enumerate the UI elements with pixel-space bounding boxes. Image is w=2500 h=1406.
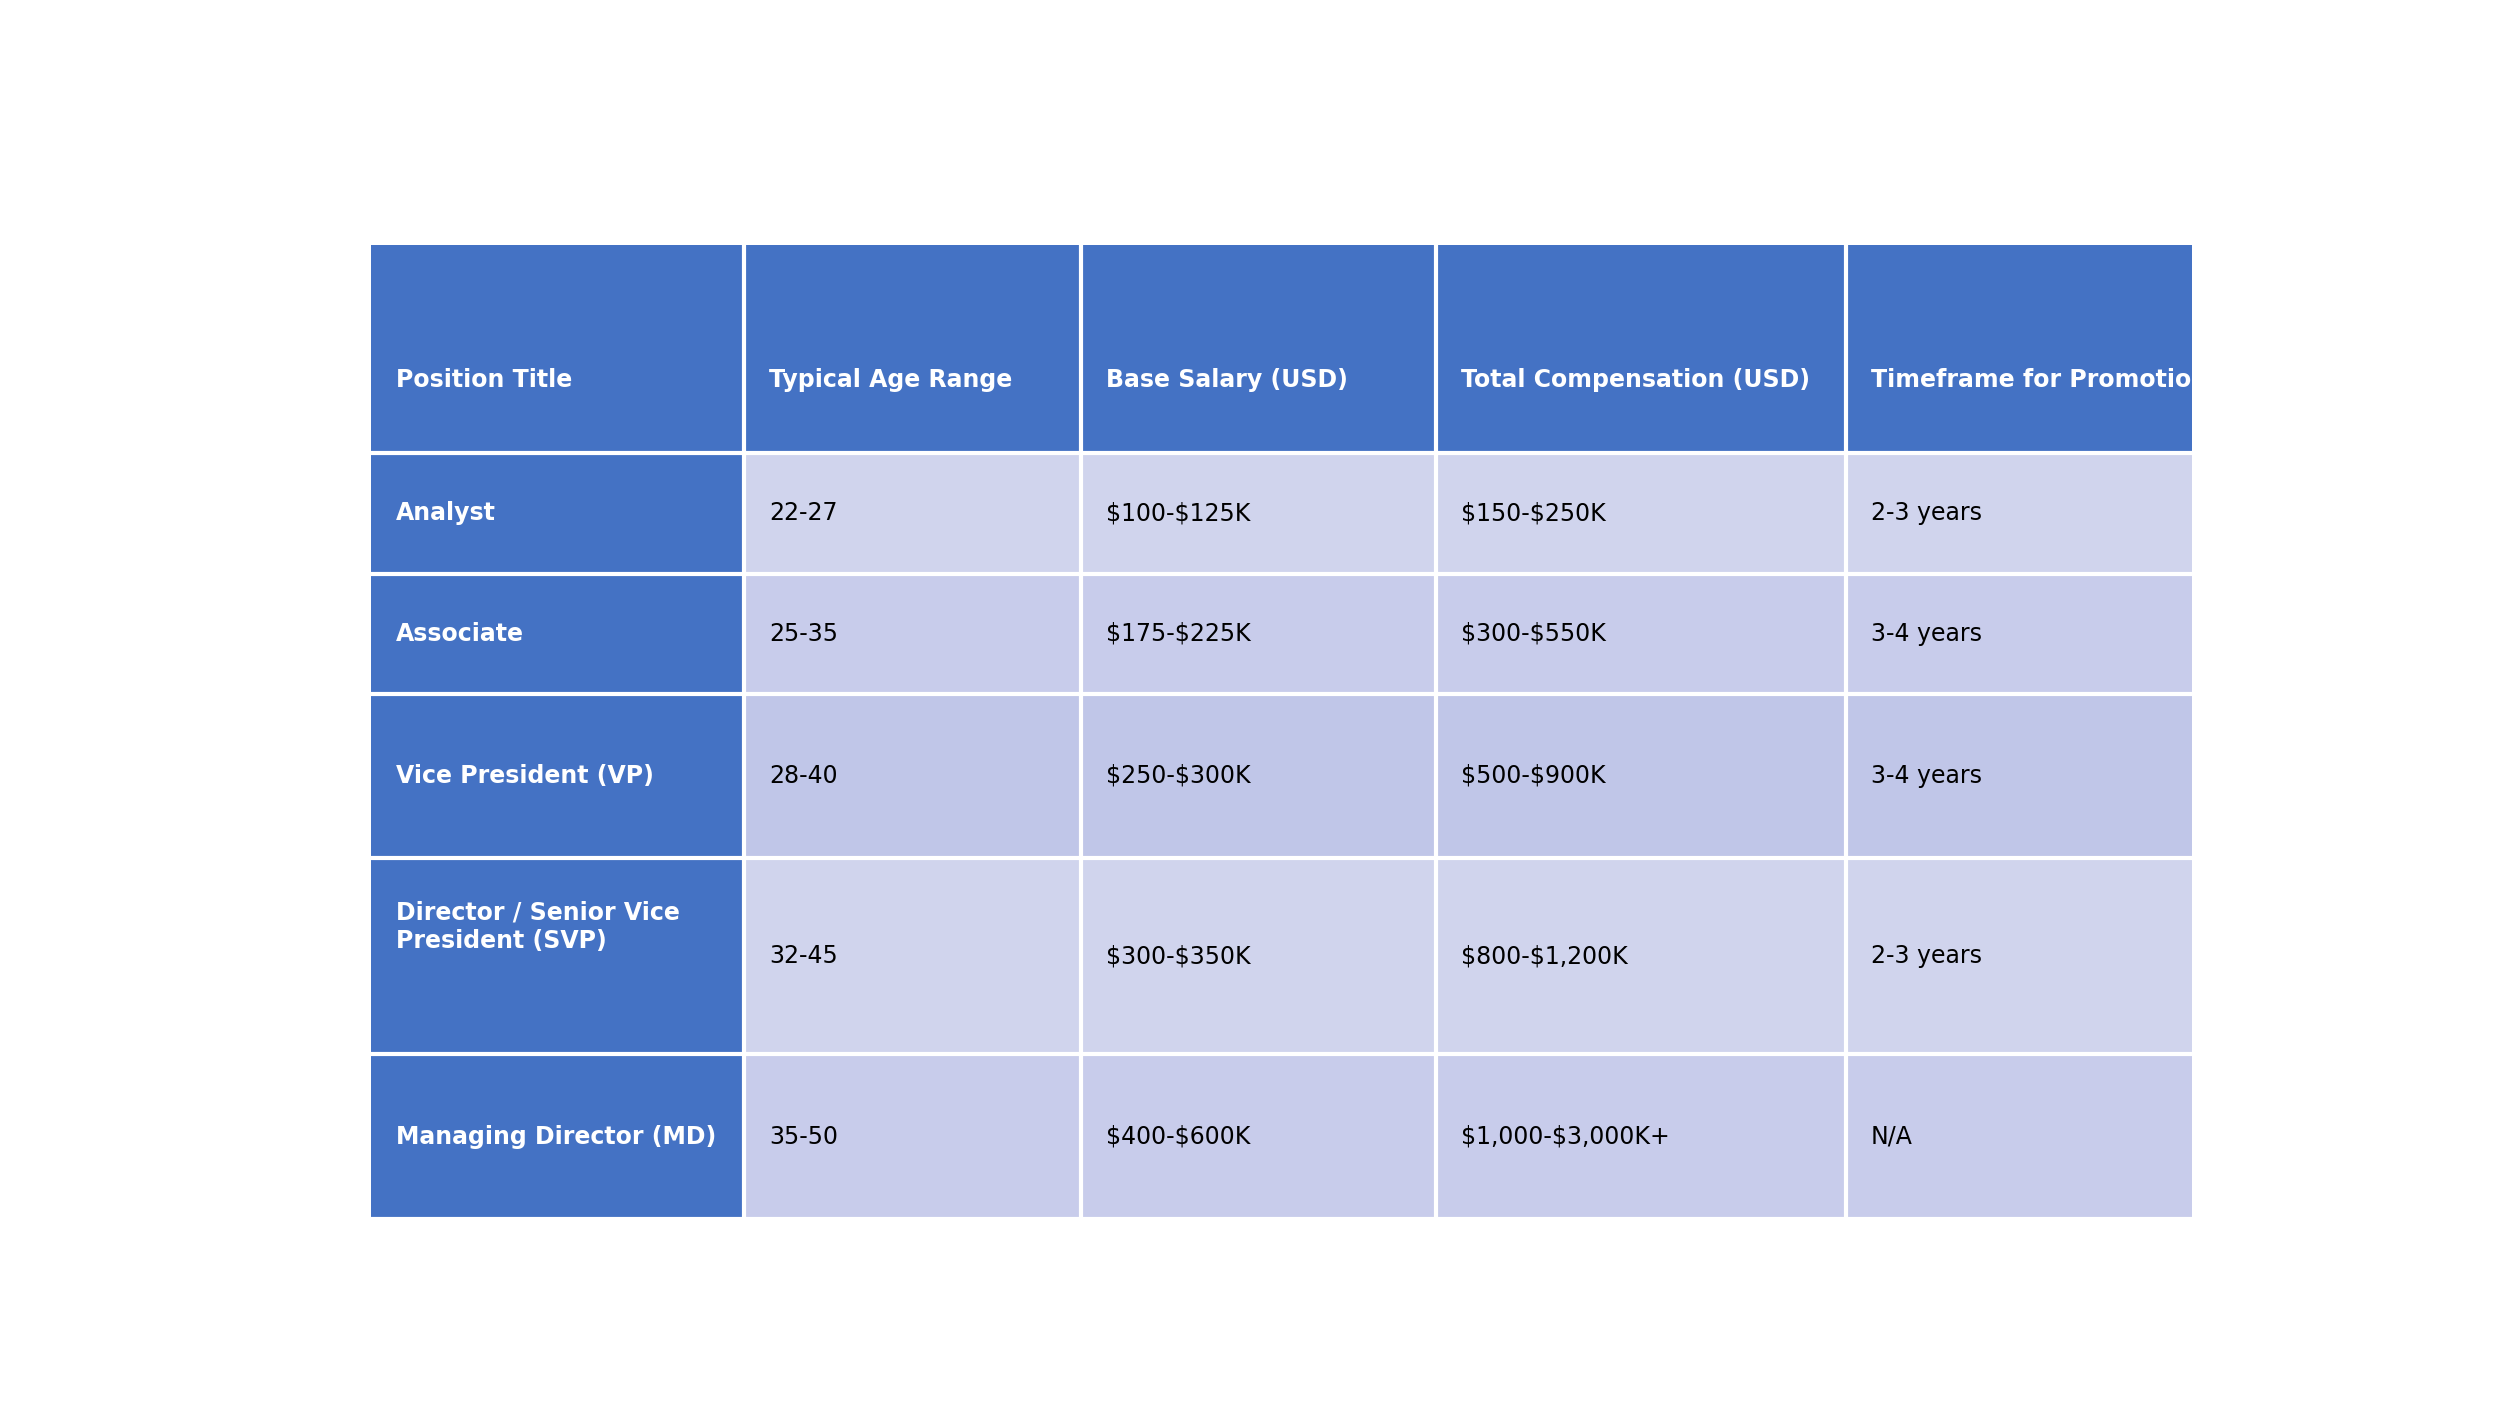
FancyBboxPatch shape (1845, 245, 2192, 453)
FancyBboxPatch shape (370, 1054, 745, 1219)
Text: Timeframe for Promotion: Timeframe for Promotion (1870, 368, 2208, 392)
FancyBboxPatch shape (745, 693, 1080, 858)
FancyBboxPatch shape (1845, 858, 2192, 1054)
FancyBboxPatch shape (370, 245, 745, 453)
Text: \$500-\$900K: \$500-\$900K (1460, 763, 1605, 787)
FancyBboxPatch shape (745, 1054, 1080, 1219)
Text: 2-3 years: 2-3 years (1870, 945, 1982, 969)
FancyBboxPatch shape (1080, 1054, 1435, 1219)
FancyBboxPatch shape (1435, 453, 1845, 574)
Text: Total Compensation (USD): Total Compensation (USD) (1460, 368, 1810, 392)
FancyBboxPatch shape (1080, 858, 1435, 1054)
FancyBboxPatch shape (745, 245, 1080, 453)
Text: 32-45: 32-45 (770, 945, 838, 969)
Text: \$150-\$250K: \$150-\$250K (1460, 502, 1605, 526)
FancyBboxPatch shape (1435, 574, 1845, 693)
FancyBboxPatch shape (745, 574, 1080, 693)
Text: \$100-\$125K: \$100-\$125K (1105, 502, 1250, 526)
Text: \$300-\$550K: \$300-\$550K (1460, 621, 1605, 645)
Text: \$175-\$225K: \$175-\$225K (1105, 621, 1250, 645)
Text: Managing Director (MD): Managing Director (MD) (395, 1125, 715, 1149)
Text: Position Title: Position Title (395, 368, 572, 392)
Text: 22-27: 22-27 (770, 502, 838, 526)
Text: \$800-\$1,200K: \$800-\$1,200K (1460, 945, 1628, 969)
FancyBboxPatch shape (1435, 858, 1845, 1054)
FancyBboxPatch shape (1080, 574, 1435, 693)
Text: Director / Senior Vice
President (SVP): Director / Senior Vice President (SVP) (395, 901, 680, 953)
Text: Typical Age Range: Typical Age Range (770, 368, 1013, 392)
FancyBboxPatch shape (1080, 693, 1435, 858)
Text: 3-4 years: 3-4 years (1870, 763, 1982, 787)
Text: 28-40: 28-40 (770, 763, 838, 787)
Text: Base Salary (USD): Base Salary (USD) (1105, 368, 1348, 392)
FancyBboxPatch shape (1435, 245, 1845, 453)
Text: 25-35: 25-35 (770, 621, 838, 645)
Text: 3-4 years: 3-4 years (1870, 621, 1982, 645)
Text: \$400-\$600K: \$400-\$600K (1105, 1125, 1250, 1149)
Text: Vice President (VP): Vice President (VP) (395, 763, 652, 787)
FancyBboxPatch shape (370, 858, 745, 1054)
FancyBboxPatch shape (1845, 1054, 2192, 1219)
Text: \$1,000-\$3,000K+: \$1,000-\$3,000K+ (1460, 1125, 1670, 1149)
FancyBboxPatch shape (1080, 245, 1435, 453)
Text: \$250-\$300K: \$250-\$300K (1105, 763, 1250, 787)
Text: Analyst: Analyst (395, 502, 495, 526)
FancyBboxPatch shape (1435, 693, 1845, 858)
Text: 2-3 years: 2-3 years (1870, 502, 1982, 526)
FancyBboxPatch shape (1845, 453, 2192, 574)
Text: \$300-\$350K: \$300-\$350K (1105, 945, 1250, 969)
FancyBboxPatch shape (370, 574, 745, 693)
Text: 35-50: 35-50 (770, 1125, 838, 1149)
Text: Associate: Associate (395, 621, 525, 645)
FancyBboxPatch shape (370, 453, 745, 574)
FancyBboxPatch shape (1845, 693, 2192, 858)
FancyBboxPatch shape (370, 693, 745, 858)
Text: N/A: N/A (1870, 1125, 1912, 1149)
FancyBboxPatch shape (745, 858, 1080, 1054)
FancyBboxPatch shape (1845, 574, 2192, 693)
FancyBboxPatch shape (1435, 1054, 1845, 1219)
FancyBboxPatch shape (745, 453, 1080, 574)
FancyBboxPatch shape (1080, 453, 1435, 574)
